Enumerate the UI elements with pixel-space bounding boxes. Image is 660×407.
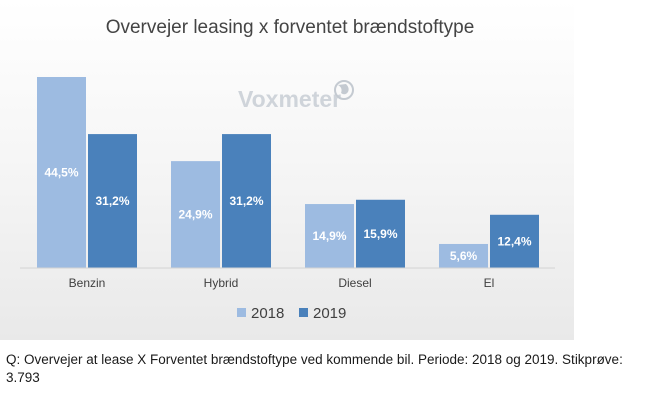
bar-benzin-2018 xyxy=(37,77,86,268)
data-label-diesel-2018: 14,9% xyxy=(312,229,346,243)
globe-icon xyxy=(334,80,354,100)
x-tick-label-hybrid: Hybrid xyxy=(204,276,239,290)
bar-el-2019 xyxy=(490,214,539,268)
data-label-diesel-2019: 15,9% xyxy=(363,227,397,241)
legend: 2018 2019 xyxy=(237,305,346,322)
legend-swatch-2019 xyxy=(299,308,308,317)
x-tick-label-diesel: Diesel xyxy=(338,276,371,290)
legend-label-2019: 2019 xyxy=(313,305,346,322)
bar-diesel-2018 xyxy=(305,204,354,268)
bar-hybrid-2018 xyxy=(171,161,220,268)
data-label-benzin-2019: 31,2% xyxy=(95,194,129,208)
chart-title: Overvejer leasing x forventet brændstoft… xyxy=(106,17,475,38)
data-label-el-2019: 12,4% xyxy=(497,234,531,248)
chart-panel: Overvejer leasing x forventet brændstoft… xyxy=(0,0,574,340)
bar-diesel-2019 xyxy=(356,199,405,268)
bar-el-2018 xyxy=(439,243,488,268)
bar-hybrid-2019 xyxy=(222,134,271,268)
voxmeter-watermark: Voxmeter xyxy=(238,80,354,112)
watermark-text: Voxmeter xyxy=(238,86,341,112)
data-label-el-2018: 5,6% xyxy=(450,249,478,263)
legend-label-2018: 2018 xyxy=(251,305,284,322)
x-tick-label-el: El xyxy=(484,276,495,290)
bar-benzin-2019 xyxy=(88,134,137,268)
data-label-benzin-2018: 44,5% xyxy=(44,166,78,180)
bars-layer: 44,5% 31,2% 24,9% 31,2% 14,9% 15,9% 5,6% 12,4% xyxy=(37,77,539,268)
question-caption: Q: Overvejer at lease X Forventet brænds… xyxy=(6,352,623,385)
data-label-hybrid-2018: 24,9% xyxy=(178,208,212,222)
legend-swatch-2018 xyxy=(237,308,246,317)
bar-chart: Overvejer leasing x forventet brændstoft… xyxy=(20,17,555,322)
x-tick-labels: Benzin Hybrid Diesel El xyxy=(69,276,495,290)
data-label-hybrid-2019: 31,2% xyxy=(229,194,263,208)
x-tick-label-benzin: Benzin xyxy=(69,276,106,290)
